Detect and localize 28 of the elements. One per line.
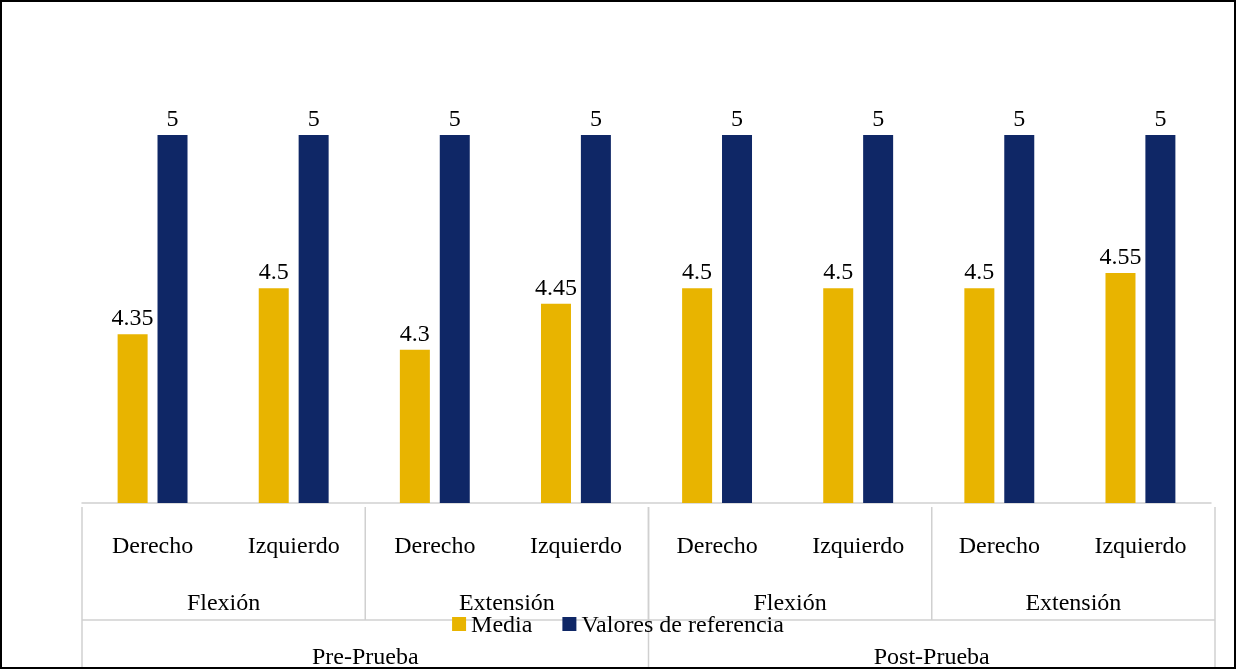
text: Flexión <box>186 589 261 615</box>
x-tick-label: Izquierdo <box>1094 532 1187 558</box>
data-label: 5 <box>872 105 885 131</box>
data-label: 5 <box>1013 105 1026 131</box>
data-label: 4.45 <box>534 273 577 300</box>
data-label: 5 <box>589 105 602 131</box>
x-tick-label: Derecho <box>394 532 476 558</box>
data-label: 5 <box>307 105 320 131</box>
x-tick-label: Derecho <box>676 532 758 558</box>
data-label: 4.5 <box>682 258 713 285</box>
text: Post-Prueba <box>873 643 991 669</box>
data-label: 5 <box>731 105 744 131</box>
data-label: 4.55 <box>1099 243 1142 269</box>
data-label: 5 <box>166 105 179 131</box>
x-tick-label: Izquierdo <box>247 532 340 558</box>
text: Extensión <box>1025 589 1122 615</box>
data-label: 4.5 <box>823 258 854 285</box>
x-tick-label: Izquierdo <box>812 532 905 558</box>
x-tick-label: Izquierdo <box>529 532 622 558</box>
data-label: 5 <box>448 105 461 131</box>
data-label: 4.35 <box>111 304 154 331</box>
data-label: 4.5 <box>258 258 289 285</box>
data-label: 4.3 <box>399 319 430 346</box>
text: Pre-Prueba <box>311 643 419 669</box>
x-tick-label: Derecho <box>111 532 194 558</box>
data-label: 5 <box>1154 105 1167 131</box>
data-label: 4.5 <box>964 258 995 285</box>
x-tick-label: Derecho <box>958 532 1040 558</box>
